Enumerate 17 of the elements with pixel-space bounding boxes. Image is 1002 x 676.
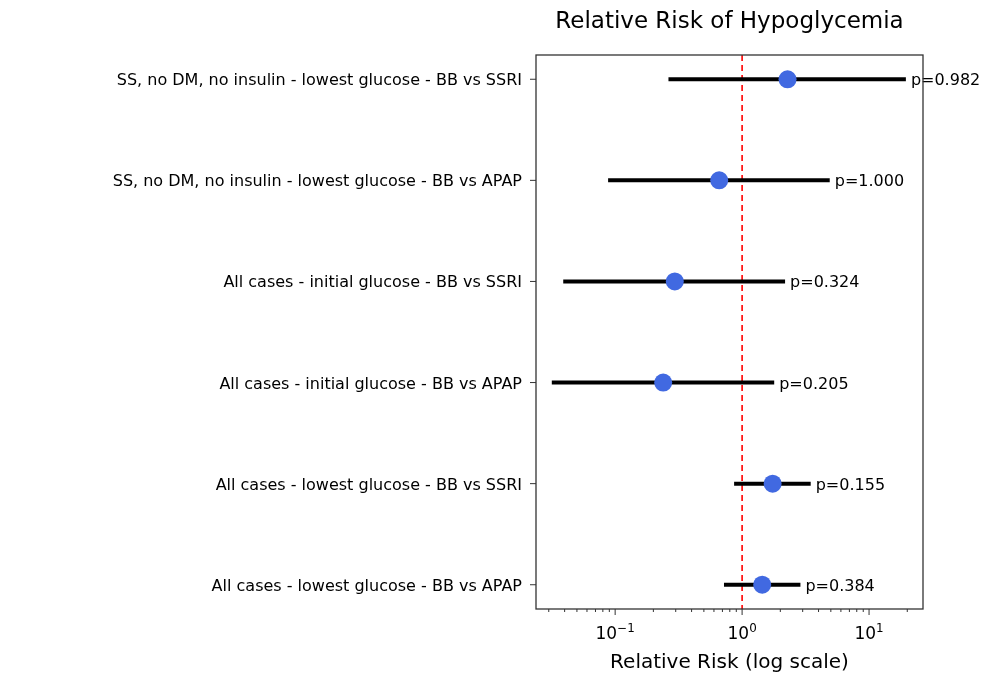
annotation: p=0.155 — [815, 474, 886, 494]
x-tick-label: 10$^{1}$ — [854, 621, 884, 643]
chart-title: Relative Risk of Hypoglycemia — [555, 7, 904, 33]
x-tick-label: 10$^{0}$ — [727, 621, 757, 643]
annotation: p=0.982 — [910, 70, 981, 90]
y-tick-label: All cases - lowest glucose - BB vs APAP — [211, 575, 523, 595]
y-tick-label: SS, no DM, no insulin - lowest glucose - BB vs SSRI — [116, 70, 522, 90]
annotation: p=0.205 — [779, 373, 849, 393]
x-tick-label: 10$^{−1}$ — [595, 621, 635, 643]
annotation: p=0.384 — [805, 575, 875, 595]
y-tick-label: All cases - initial glucose - BB vs APAP — [219, 373, 523, 393]
y-tick-label: All cases - initial glucose - BB vs SSRI — [223, 272, 522, 292]
annotation: p=0.324 — [790, 272, 860, 292]
x-axis-title: Relative Risk (log scale) — [610, 649, 849, 673]
y-tick-label: SS, no DM, no insulin - lowest glucose - BB vs APAP — [112, 171, 523, 191]
y-tick-label: All cases - lowest glucose - BB vs SSRI — [215, 474, 522, 494]
annotation: p=1.000 — [834, 171, 905, 191]
